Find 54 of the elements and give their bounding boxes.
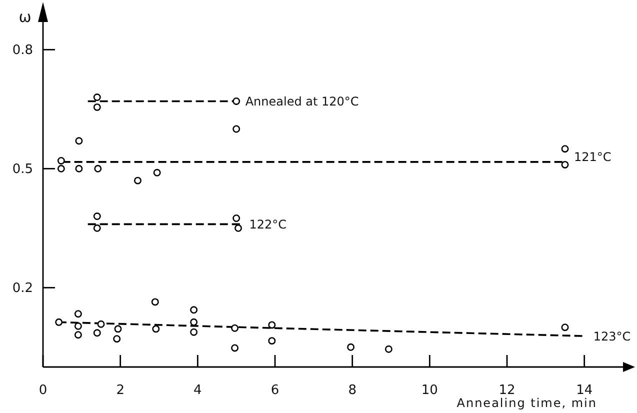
point [232, 98, 240, 105]
point [561, 145, 569, 153]
y-tick-label: 0.2 [12, 280, 33, 296]
point [561, 160, 569, 168]
point [55, 318, 63, 326]
point [190, 306, 198, 314]
point [234, 224, 242, 232]
point [114, 325, 122, 333]
annotation: 121°C [574, 150, 612, 164]
x-tick-label: 8 [348, 383, 356, 398]
point [93, 212, 101, 220]
x-tick-label: 6 [270, 383, 280, 398]
x-tick-label: 10 [421, 383, 438, 398]
x-axis-title: Annealing time, min [456, 396, 597, 410]
point [75, 137, 83, 145]
point [347, 343, 355, 351]
annotation: 122°C [249, 217, 286, 232]
point [74, 310, 82, 318]
point [57, 164, 65, 172]
x-tick-label: 4 [194, 383, 202, 398]
point [231, 344, 239, 352]
point [268, 337, 276, 345]
point [190, 328, 198, 336]
point [231, 324, 239, 332]
point [113, 335, 121, 343]
point [134, 176, 142, 184]
y-tick-label: 0.5 [12, 162, 33, 177]
annotation: Annealed at 120°C [245, 94, 359, 108]
x-tick-label: 12 [498, 383, 516, 398]
point [74, 331, 82, 339]
point [93, 103, 101, 111]
point [153, 168, 161, 176]
point [384, 345, 392, 353]
point [190, 318, 198, 326]
point [75, 164, 83, 172]
point [232, 125, 240, 133]
annotation: 123°C [593, 329, 631, 344]
point [232, 214, 240, 222]
point [93, 329, 101, 337]
point [97, 320, 105, 328]
point [151, 298, 159, 306]
x-tick-label: 14 [576, 383, 593, 398]
point [561, 324, 569, 332]
point [74, 322, 82, 330]
point [93, 94, 101, 101]
y-axis-title: ω [18, 8, 32, 26]
point [94, 164, 102, 172]
y-tick-label: 0.8 [12, 42, 33, 58]
point [268, 321, 276, 329]
point [152, 325, 160, 333]
point [57, 157, 65, 164]
point [93, 224, 101, 232]
x-tick-label: 2 [116, 383, 124, 398]
x-tick-label: 0 [38, 383, 48, 398]
